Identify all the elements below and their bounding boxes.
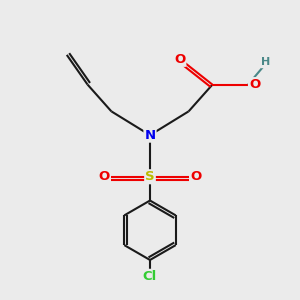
Text: O: O [174,53,185,66]
Text: S: S [145,170,155,183]
Text: H: H [261,57,271,67]
Text: O: O [190,170,202,183]
Text: N: N [144,129,156,142]
Text: O: O [98,170,110,183]
Text: Cl: Cl [143,270,157,283]
Text: O: O [249,78,260,91]
